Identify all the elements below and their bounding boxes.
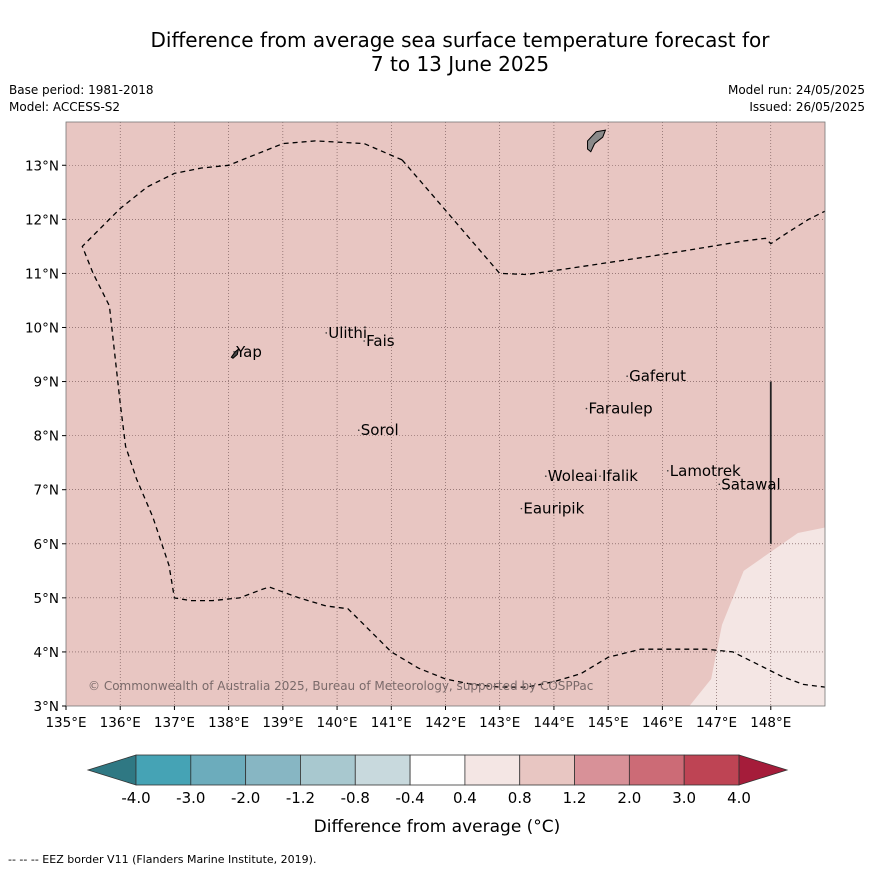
colorbar-tick-label: 1.2 <box>563 789 587 807</box>
colorbar-segment <box>354 754 411 786</box>
chart-title: Difference from average sea surface temp… <box>60 28 860 76</box>
colorbar-title: Difference from average (°C) <box>314 817 561 837</box>
tick-label-lon: 145°E <box>588 715 629 731</box>
tick-label-lat: 12°N <box>25 212 59 228</box>
place-marker <box>599 475 601 477</box>
place-label: Ulithi <box>328 324 367 342</box>
place-label: Fais <box>366 332 395 350</box>
model-run: Model run: 24/05/2025 <box>727 83 865 97</box>
tick-label-lat: 5°N <box>34 591 59 607</box>
tick-label-lat: 6°N <box>34 537 59 553</box>
colorbar-tick-label: -4.0 <box>121 789 150 807</box>
place-marker <box>233 351 235 353</box>
colorbar-tick-label: -0.8 <box>341 789 370 807</box>
place-label: Yap <box>235 343 262 361</box>
place-marker <box>325 332 328 334</box>
place-marker <box>585 407 588 410</box>
place-marker <box>363 340 365 342</box>
place-label: Satawal <box>721 475 780 493</box>
place-label: Sorol <box>361 421 399 439</box>
tick-label-lon: 136°E <box>100 715 141 731</box>
place-label: Woleai <box>548 467 598 485</box>
tick-label-lon: 148°E <box>750 715 791 731</box>
tick-label-lon: 138°E <box>208 715 249 731</box>
base-period: Base period: 1981-2018 <box>9 83 154 97</box>
tick-label-lon: 144°E <box>533 715 574 731</box>
tick-label-lon: 143°E <box>479 715 520 731</box>
place-marker <box>544 475 547 477</box>
tick-label-lat: 13°N <box>25 158 59 174</box>
place-marker <box>626 375 628 377</box>
tick-label-lon: 135°E <box>45 715 86 731</box>
title-line-2: 7 to 13 June 2025 <box>370 52 550 76</box>
colorbar-segment <box>300 754 356 786</box>
tick-label-lat: 11°N <box>25 266 59 282</box>
tick-label-lon: 140°E <box>317 715 358 731</box>
colorbar-tick-label: 0.8 <box>508 789 532 807</box>
tick-label-lon: 137°E <box>154 715 195 731</box>
colorbar-segment <box>574 754 630 786</box>
issued-date: Issued: 26/05/2025 <box>749 100 865 114</box>
place-label: Lamotrek <box>670 462 741 480</box>
eez-footer-note: -- -- -- EEZ border V11 (Flanders Marine… <box>8 853 317 866</box>
yap-island <box>230 347 240 359</box>
tick-label-lat: 9°N <box>34 375 59 391</box>
tick-label-lon: 147°E <box>696 715 737 731</box>
colorbar-segment <box>628 754 685 786</box>
colorbar-tick-label: 2.0 <box>617 789 641 807</box>
place-label: Ifalik <box>602 467 638 485</box>
colorbar-segment <box>409 754 466 786</box>
colorbar-segment <box>683 754 740 786</box>
colorbar-segment <box>464 754 521 786</box>
meta-left: Base period: 1981-2018 Model: ACCESS-S2 <box>9 82 154 116</box>
colorbar-tick-label: -3.0 <box>176 789 205 807</box>
tick-label-lon: 141°E <box>371 715 412 731</box>
eez-border-main <box>81 140 826 688</box>
tick-label-lon: 142°E <box>425 715 466 731</box>
axis-ticks: 135°E 136°E 137°E 138°E 139°E 140°E 141°E 142°E… <box>25 158 791 731</box>
tick-label-lat: 8°N <box>34 429 59 445</box>
place-marker <box>666 469 669 472</box>
colorbar-tick-label: -1.2 <box>286 789 315 807</box>
place-label: Eauripik <box>523 500 584 518</box>
map-plot: Ulithi Fais Yap Gaferut Faraulep Sorol Lamotre… <box>65 121 826 707</box>
colorbar-segment <box>519 754 575 786</box>
colorbar: -4.0 -3.0 -2.0 -1.2 -0.8 -0.4 0.4 0.8 1.2 2.0 3.0 4… <box>86 754 789 837</box>
anomaly-field-lower <box>689 527 825 706</box>
place-marker <box>357 429 360 432</box>
title-line-1: Difference from average sea surface temp… <box>150 28 770 52</box>
colorbar-tick-label: 3.0 <box>672 789 696 807</box>
copyright-text: © Commonwealth of Australia 2025, Bureau… <box>88 679 593 693</box>
colorbar-segment <box>135 754 192 786</box>
tick-label-lon: 139°E <box>262 715 303 731</box>
colorbar-tick-label: 0.4 <box>453 789 477 807</box>
place-marker <box>520 507 523 510</box>
colorbar-segment <box>245 754 301 786</box>
place-marker <box>718 483 721 486</box>
colorbar-tick-label: -0.4 <box>395 789 424 807</box>
place-label: Gaferut <box>629 367 686 385</box>
tick-label-lat: 10°N <box>25 320 59 336</box>
tick-label-lat: 4°N <box>34 645 59 661</box>
tick-label-lat: 3°N <box>34 699 59 715</box>
guam-island <box>587 129 607 153</box>
colorbar-segment <box>190 754 247 786</box>
colorbar-extend-high <box>738 754 789 786</box>
colorbar-tick-label: -2.0 <box>231 789 260 807</box>
meta-right: Model run: 24/05/2025 Issued: 26/05/2025 <box>728 82 865 116</box>
place-label: Faraulep <box>588 400 652 418</box>
model-name: Model: ACCESS-S2 <box>9 100 121 114</box>
tick-label-lon: 146°E <box>642 715 683 731</box>
tick-label-lat: 7°N <box>34 483 59 499</box>
colorbar-extend-low <box>86 754 137 786</box>
colorbar-tick-label: 4.0 <box>727 789 751 807</box>
